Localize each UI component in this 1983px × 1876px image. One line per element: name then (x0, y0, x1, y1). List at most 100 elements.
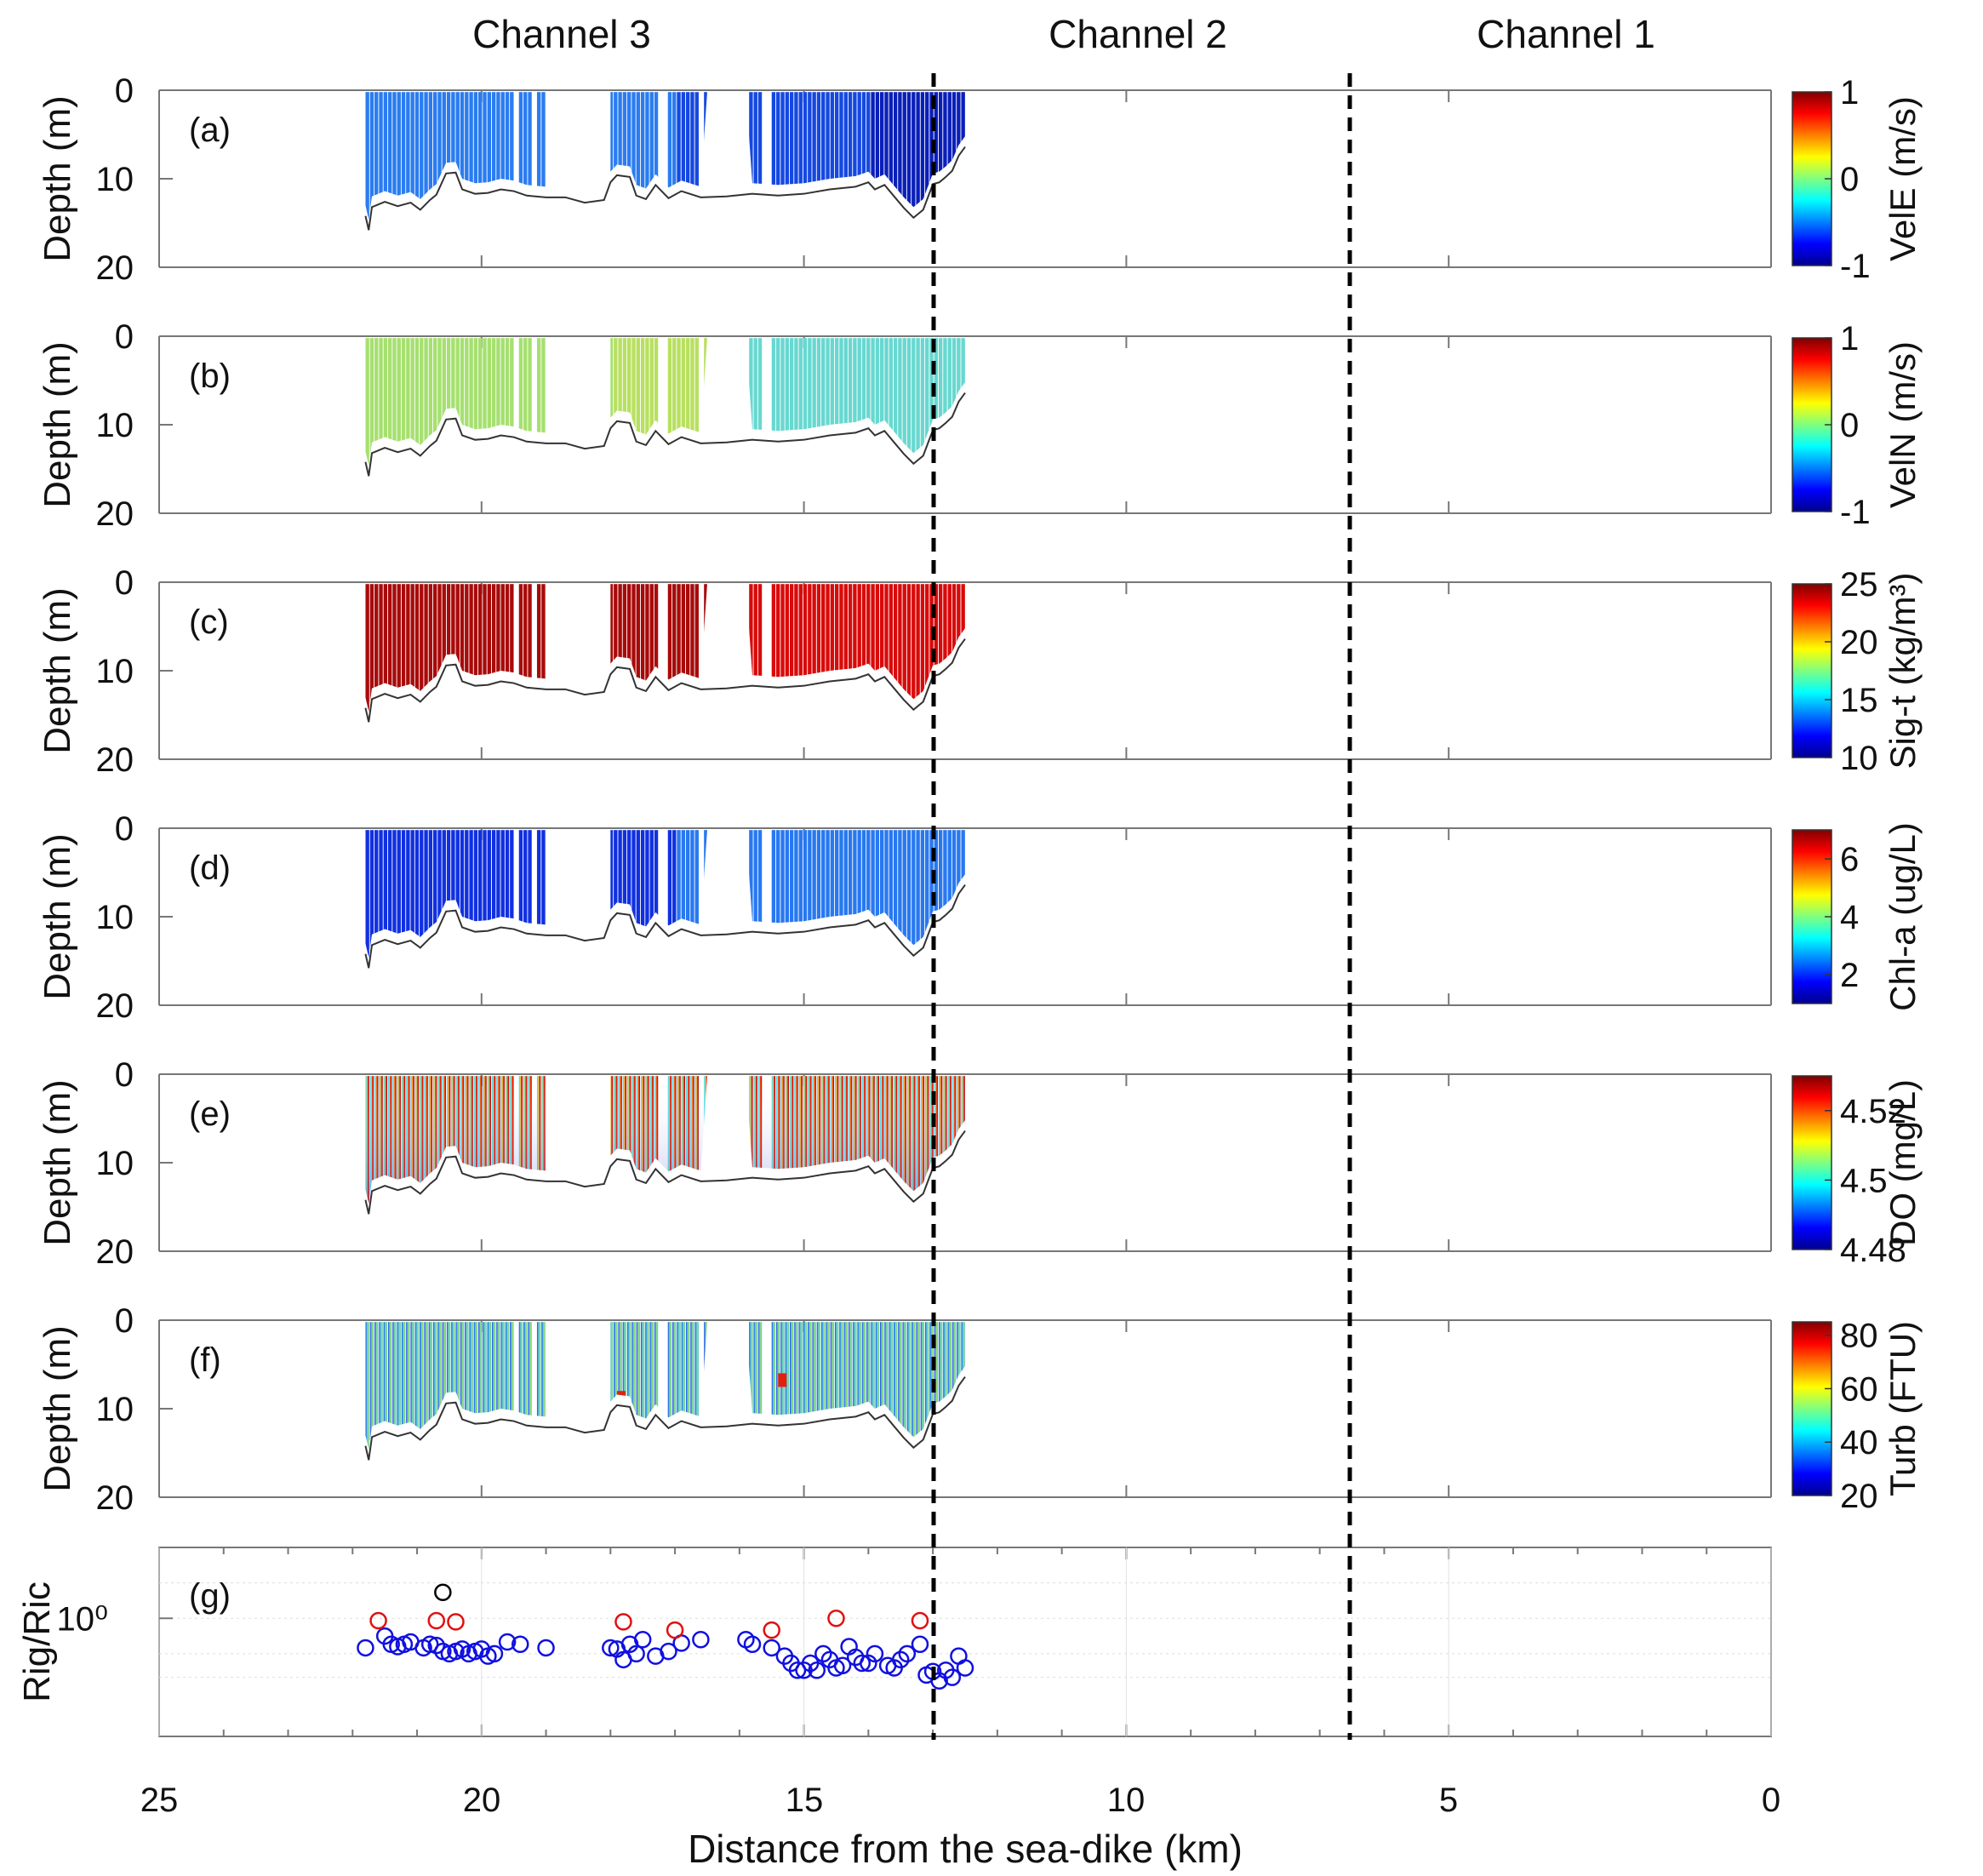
scatter-point (788, 1662, 807, 1679)
colorbar-tick-label: -1 (1840, 494, 1871, 531)
data-column (826, 338, 830, 466)
data-column (595, 92, 600, 220)
x-axis-label: Distance from the sea-dike (km) (688, 1827, 1243, 1871)
data-column (934, 338, 939, 466)
data-column (871, 1322, 875, 1450)
data-column (491, 338, 496, 466)
y-tick-label: 20 (96, 1479, 134, 1517)
data-column (808, 1322, 812, 1450)
data-column (776, 584, 780, 712)
data-column (518, 338, 523, 466)
data-column (951, 338, 957, 466)
data-column (410, 1322, 414, 1450)
data-column (555, 1322, 559, 1450)
data-column (730, 92, 735, 220)
data-column (491, 830, 496, 958)
colorbar (1792, 1075, 1832, 1250)
data-column (627, 584, 631, 712)
y-tick-label: 0 (115, 810, 134, 848)
data-column (906, 584, 911, 712)
data-column (879, 92, 884, 220)
data-column (808, 830, 812, 958)
y-tick-label: 10⁰ (56, 1600, 108, 1638)
bathymetry-line (364, 884, 966, 969)
data-column (966, 1076, 969, 1250)
data-column (735, 1076, 740, 1204)
data-column (559, 584, 563, 712)
colorbar-tick-label: 1 (1840, 320, 1859, 357)
data-column (798, 92, 803, 220)
data-column (414, 92, 420, 220)
data-column (771, 1322, 776, 1450)
data-column (853, 830, 857, 958)
data-column (428, 830, 433, 958)
data-column (685, 92, 690, 220)
data-column (627, 92, 631, 220)
data-column (889, 830, 894, 958)
data-column (618, 830, 622, 958)
data-column (609, 1322, 614, 1450)
data-column (586, 584, 591, 712)
data-column (600, 830, 604, 958)
data-column (573, 338, 577, 466)
data-column (528, 830, 532, 958)
data-column (649, 1322, 654, 1450)
scatter-point (511, 1635, 529, 1654)
data-column (848, 830, 853, 958)
data-column (383, 584, 388, 712)
colorbar-tick-label: -1 (1840, 248, 1871, 285)
scatter-point (692, 1630, 710, 1649)
data-column (730, 830, 735, 958)
data-column (947, 92, 951, 220)
data-column (369, 584, 374, 712)
scatter-point (911, 1635, 929, 1654)
y-tick-label: 10 (96, 161, 134, 198)
data-column (929, 584, 934, 712)
data-column (460, 92, 465, 220)
data-column (591, 338, 595, 466)
data-column (379, 584, 383, 712)
colorbar-tick-label: 80 (1840, 1318, 1878, 1355)
data-column (428, 92, 433, 220)
data-column (432, 1322, 437, 1450)
scatter-point (956, 1659, 974, 1677)
data-column (893, 92, 898, 220)
data-column (591, 1322, 595, 1450)
data-column (406, 830, 410, 958)
colorbar-tick-label: 0 (1840, 161, 1859, 198)
data-column (704, 830, 708, 958)
data-column (518, 584, 523, 712)
data-column (785, 92, 790, 220)
data-column (730, 1322, 735, 1450)
data-column (406, 92, 410, 220)
data-column (546, 1076, 550, 1204)
data-column (966, 338, 969, 512)
data-column (581, 338, 586, 466)
y-axis-label: Depth (m) (37, 833, 78, 1000)
data-column (749, 584, 753, 712)
data-column (889, 1322, 894, 1450)
data-column (383, 1322, 388, 1450)
data-column (722, 584, 726, 712)
data-column (446, 92, 451, 220)
data-column (677, 1322, 681, 1450)
data-column (672, 1322, 677, 1450)
data-column (839, 584, 843, 712)
data-column (749, 338, 753, 466)
data-column (884, 1322, 889, 1450)
data-column (573, 830, 577, 958)
data-column (911, 92, 916, 220)
data-column (934, 830, 939, 958)
data-column (406, 1322, 410, 1450)
colorbar-tick-label: 40 (1840, 1424, 1878, 1461)
data-column (595, 338, 600, 466)
data-column (704, 338, 708, 466)
data-column (843, 338, 848, 466)
data-column (757, 584, 763, 712)
data-column (726, 830, 731, 958)
data-column (455, 92, 460, 220)
data-column (392, 338, 397, 466)
data-column (798, 338, 803, 466)
data-column (893, 584, 898, 712)
y-tick-label: 20 (96, 1233, 134, 1271)
